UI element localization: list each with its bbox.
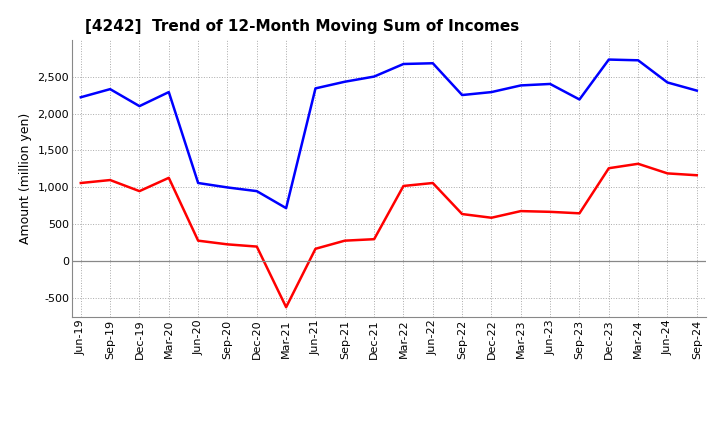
Ordinary Income <box>458 92 467 98</box>
Net Income <box>106 177 114 183</box>
Net Income <box>663 171 672 176</box>
Net Income <box>693 172 701 178</box>
Ordinary Income <box>605 57 613 62</box>
Ordinary Income <box>370 74 379 79</box>
Ordinary Income <box>135 103 144 109</box>
Ordinary Income <box>546 81 554 87</box>
Net Income <box>282 304 290 310</box>
Ordinary Income <box>164 89 173 95</box>
Ordinary Income <box>194 180 202 186</box>
Net Income <box>164 175 173 180</box>
Net Income <box>458 211 467 216</box>
Net Income <box>341 238 349 243</box>
Ordinary Income <box>282 205 290 211</box>
Net Income <box>428 180 437 186</box>
Ordinary Income <box>693 88 701 93</box>
Ordinary Income <box>253 188 261 194</box>
Y-axis label: Amount (million yen): Amount (million yen) <box>19 113 32 244</box>
Net Income <box>634 161 642 166</box>
Net Income <box>546 209 554 214</box>
Net Income <box>194 238 202 243</box>
Net Income <box>516 209 525 214</box>
Net Income <box>370 237 379 242</box>
Net Income <box>487 215 496 220</box>
Line: Net Income: Net Income <box>81 164 697 307</box>
Net Income <box>223 242 232 247</box>
Net Income <box>253 244 261 249</box>
Line: Ordinary Income: Ordinary Income <box>81 59 697 208</box>
Net Income <box>135 188 144 194</box>
Ordinary Income <box>311 86 320 91</box>
Ordinary Income <box>341 79 349 84</box>
Net Income <box>311 246 320 251</box>
Ordinary Income <box>76 95 85 100</box>
Ordinary Income <box>428 61 437 66</box>
Net Income <box>605 165 613 171</box>
Net Income <box>399 183 408 189</box>
Ordinary Income <box>106 87 114 92</box>
Ordinary Income <box>223 185 232 190</box>
Ordinary Income <box>516 83 525 88</box>
Text: [4242]  Trend of 12-Month Moving Sum of Incomes: [4242] Trend of 12-Month Moving Sum of I… <box>85 19 519 34</box>
Net Income <box>76 180 85 186</box>
Ordinary Income <box>634 58 642 63</box>
Ordinary Income <box>399 61 408 66</box>
Net Income <box>575 211 584 216</box>
Ordinary Income <box>487 89 496 95</box>
Ordinary Income <box>663 80 672 85</box>
Ordinary Income <box>575 97 584 102</box>
